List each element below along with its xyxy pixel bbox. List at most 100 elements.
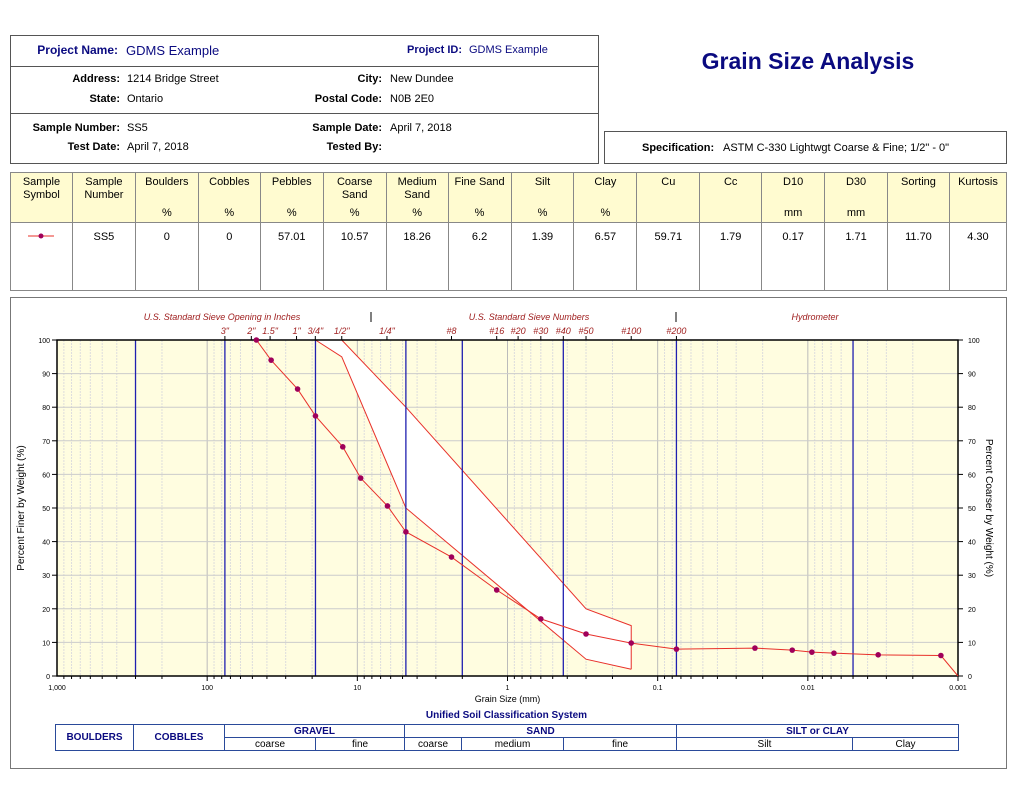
y-tick-label: 60	[42, 472, 50, 479]
specification-band	[315, 340, 632, 670]
y-tick-label: 40	[42, 540, 50, 547]
data-point	[384, 503, 391, 509]
y-tick-label: 80	[42, 405, 50, 412]
y-tick-label-right: 10	[968, 640, 976, 647]
address-label: Address:	[72, 73, 120, 85]
cell-clay: 6.57	[573, 222, 638, 291]
column-header-label-2: Sand	[404, 189, 430, 201]
cell-cobbles: 0	[197, 222, 261, 291]
column-header: D30 mm	[824, 172, 888, 223]
cell-d10: 0.17	[761, 222, 826, 291]
cell-pebbles: 57.01	[259, 222, 324, 291]
y-tick-label: 30	[42, 573, 50, 580]
divider	[10, 66, 599, 67]
column-unit: %	[474, 207, 485, 219]
y-tick-label-right: 80	[968, 405, 976, 412]
specification-value: ASTM C-330 Lightwgt Coarse & Fine; 1/2" …	[723, 142, 950, 154]
sieve-label: #16	[489, 326, 504, 336]
y-tick-label-right: 90	[968, 372, 976, 379]
y-tick-label-right: 100	[968, 338, 980, 345]
postal-code-label: Postal Code:	[314, 93, 382, 105]
column-header: Coarse Sand%	[322, 172, 387, 223]
sieve-label: #40	[556, 326, 571, 336]
column-header-label: Cc	[723, 176, 738, 188]
address: 1214 Bridge Street	[127, 73, 219, 85]
sieve-label: 1/4"	[379, 326, 396, 336]
section-label: Hydrometer	[791, 312, 839, 322]
data-point	[268, 357, 274, 363]
y-tick-label-right: 50	[968, 506, 976, 513]
sieve-label: #30	[533, 326, 548, 336]
sample-number: SS5	[127, 122, 148, 134]
cell-kurtosis: 4.30	[948, 222, 1008, 291]
cell-sample: SS5	[71, 222, 136, 291]
data-point	[403, 529, 409, 535]
column-header-label-2: Sand	[341, 189, 368, 201]
uscs-sand-medium: medium	[461, 737, 564, 751]
column-header-label: D30	[845, 176, 867, 188]
y-tick-label-right: 0	[968, 674, 972, 681]
x-tick-label: 0.001	[949, 685, 967, 692]
summary-data-row: SS5 0 0 57.01 10.57 18.26 6.2 1.39 6.57 59.71 1.79…	[10, 222, 1008, 291]
data-point	[809, 649, 815, 655]
data-point	[294, 386, 301, 392]
uscs-silt-clay: SILT or CLAY	[675, 724, 960, 738]
uscs-sand-fine: fine	[563, 737, 677, 751]
cell-fine-sand: 6.2	[447, 222, 512, 291]
y-axis-label: Percent Finer by Weight (%)	[16, 445, 27, 570]
sieve-label: #8	[446, 326, 456, 336]
column-header-label-2: Number	[84, 189, 124, 201]
uscs-boulders: BOULDERS	[55, 724, 134, 751]
y-tick-label-right: 70	[968, 439, 976, 446]
column-unit: %	[537, 207, 548, 219]
column-unit: mm	[846, 207, 866, 219]
x-tick-label: 0.01	[801, 685, 815, 692]
column-unit: %	[161, 207, 172, 219]
column-header-label: Kurtosis	[958, 176, 998, 188]
data-point	[938, 652, 944, 659]
uscs-title: Unified Soil Classification System	[425, 710, 588, 721]
column-header: D10 mm	[761, 172, 826, 223]
cell-cu: 59.71	[636, 222, 701, 291]
column-header: Boulders%	[134, 172, 199, 223]
column-header-label: Sample	[85, 176, 123, 188]
column-header-label: Sample	[22, 176, 61, 188]
data-point	[831, 650, 837, 656]
x-tick-label: 0.1	[653, 685, 663, 692]
cell-cc: 1.79	[699, 222, 763, 291]
y-tick-label-right: 30	[968, 573, 976, 580]
y-tick-label-right: 40	[968, 540, 976, 547]
data-point	[628, 640, 635, 646]
column-header-label: Pebbles	[271, 176, 312, 188]
column-header: Cobbles%	[197, 172, 261, 223]
column-header: Sorting	[886, 172, 950, 223]
report-title: Grain Size Analysis	[701, 48, 915, 74]
sieve-label: #50	[579, 326, 594, 336]
data-point	[752, 645, 758, 651]
data-point	[493, 587, 500, 593]
sieve-label: #20	[511, 326, 526, 336]
uscs-gravel-fine: fine	[315, 737, 405, 751]
project-name: GDMS Example	[126, 43, 220, 58]
y-tick-label-right: 20	[968, 607, 976, 614]
y-tick-label-right: 60	[968, 472, 976, 479]
tested-by-label: Tested By:	[326, 141, 382, 153]
column-header: Silt%	[510, 172, 575, 223]
cell-silt: 1.39	[510, 222, 575, 291]
data-point	[448, 554, 455, 560]
city: New Dundee	[390, 73, 454, 85]
state: Ontario	[127, 93, 164, 105]
project-id-label: Project ID:	[406, 44, 462, 56]
column-header-label: Silt	[534, 176, 551, 188]
column-header: Medium Sand%	[385, 172, 449, 223]
project-name-label: Project Name:	[37, 43, 118, 57]
data-point	[583, 631, 589, 637]
uscs-gravel-coarse: coarse	[224, 737, 316, 751]
divider	[10, 113, 599, 114]
postal-code: N0B 2E0	[390, 93, 435, 105]
test-date-label: Test Date:	[67, 141, 120, 153]
y-tick-label: 20	[42, 607, 50, 614]
column-header: Fine Sand%	[447, 172, 512, 223]
y-tick-label: 50	[42, 506, 50, 513]
column-header: Cu	[636, 172, 701, 223]
